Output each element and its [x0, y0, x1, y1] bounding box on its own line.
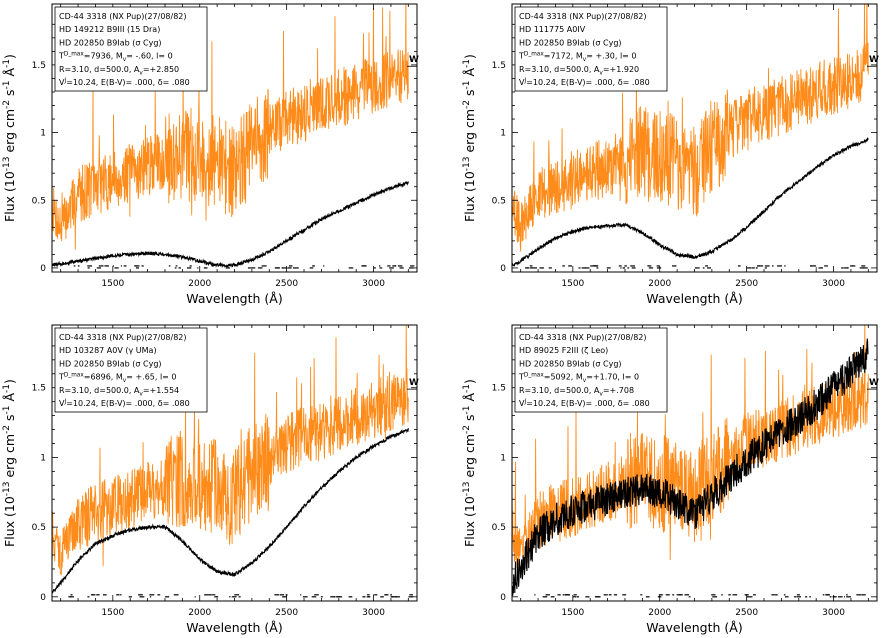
panel-2: 1500 2000 2500 3000 0 0.5 1 1.5 W CD-44 3318 (NX … [462, 3, 879, 306]
x-tick-label: 3000 [822, 279, 845, 289]
legend-line-3: HD 202850 B9Iab (σ Cyg) [519, 38, 622, 47]
y-axis-title: Flux (10-13​ erg cm-2​ s-1​ Å-1​) [2, 379, 17, 547]
y-tick-label: 0.5 [492, 196, 506, 206]
legend-box [54, 327, 208, 413]
series-black-spectrum [512, 136, 869, 268]
x-tick-label: 3000 [822, 608, 845, 618]
x-tick-label: 1500 [561, 279, 584, 289]
series-black-spectrum [512, 338, 869, 596]
panel-1: 1500 2000 2500 3000 0 0.5 1 1.5 W CD-44 3318 (NX … [2, 3, 419, 306]
x-axis-title: Wavelength (Å) [646, 291, 742, 306]
w-label: W [869, 378, 879, 388]
w-label: W [869, 55, 879, 65]
y-tick-label: 1.5 [492, 61, 506, 71]
legend-line-6: VJ​=10.24, E(B-V)= .000, δ= .080 [519, 78, 650, 87]
panel-3: 1500 2000 2500 3000 0 0.5 1 1.5 W CD-44 3318 (NX … [2, 324, 419, 635]
legend-line-5: R=3.10, d=500.0, Av​=+.708 [519, 386, 634, 398]
x-tick-label: 2000 [188, 279, 211, 289]
series-orange-spectrum [512, 4, 869, 252]
x-tick-label: 1500 [561, 608, 584, 618]
legend-line-1: CD-44 3318 (NX Pup)(27/08/82) [519, 333, 647, 342]
y-tick-label: 0 [500, 593, 506, 603]
x-tick-label: 2500 [275, 608, 298, 618]
y-tick-label: 0 [500, 264, 506, 274]
y-tick-label: 1 [500, 129, 506, 139]
legend-line-6: VJ​=10.24, E(B-V)= .000, δ= .080 [519, 399, 650, 408]
legend-line-1: CD-44 3318 (NX Pup)(27/08/82) [59, 12, 187, 21]
legend-line-2: HD 111775 A0IV [519, 25, 586, 34]
y-tick-label: 1.5 [32, 384, 46, 394]
legend-line-3: HD 202850 B9Iab (σ Cyg) [59, 38, 162, 47]
legend-line-6: VJ​=10.24, E(B-V)= .000, δ= .080 [59, 399, 190, 408]
legend-line-4: TD_max​=5092, Mv​=+1.70, l= 0 [518, 373, 639, 385]
y-axis-title: Flux (10-13​ erg cm-2​ s-1​ Å-1​) [462, 54, 477, 222]
y-tick-label: 0.5 [32, 196, 46, 206]
x-tick-label: 2000 [648, 608, 671, 618]
legend-line-6: VJ​=10.24, E(B-V)= .000, δ= .080 [59, 78, 190, 87]
y-tick-label: 0 [40, 264, 46, 274]
x-tick-label: 1500 [101, 608, 124, 618]
y-tick-label: 0 [40, 593, 46, 603]
legend-line-2: HD 89025 F2III (ζ Leo) [519, 346, 608, 355]
y-tick-label: 0.5 [32, 523, 46, 533]
y-axis-title: Flux (10-13​ erg cm-2​ s-1​ Å-1​) [462, 379, 477, 547]
series-orange-spectrum [52, 4, 409, 250]
y-tick-label: 1.5 [492, 384, 506, 394]
series-black-spectrum [52, 428, 409, 595]
legend-line-5: R=3.10, d=500.0, Av​=+1.920 [519, 65, 639, 77]
x-tick-label: 2000 [188, 608, 211, 618]
legend-box [54, 6, 208, 92]
x-tick-label: 3000 [362, 279, 385, 289]
legend-line-4: TD_max​=6896, Mv​= +.65, l= 0 [58, 373, 177, 385]
x-tick-label: 1500 [101, 279, 124, 289]
legend-box [514, 327, 668, 413]
x-tick-label: 2000 [648, 279, 671, 289]
w-label: W [409, 55, 419, 65]
legend-line-5: R=3.10, d=500.0, Av​=+1.554 [59, 386, 179, 398]
x-tick-label: 2500 [735, 608, 758, 618]
legend-line-1: CD-44 3318 (NX Pup)(27/08/82) [519, 12, 647, 21]
legend-line-3: HD 202850 B9Iab (σ Cyg) [59, 359, 162, 368]
legend-line-4: TD_max​=7936, Mv​= -.60, l= 0 [58, 52, 173, 64]
y-tick-label: 1 [40, 453, 46, 463]
w-label: W [409, 378, 419, 388]
y-tick-label: 1 [500, 453, 506, 463]
x-axis-title: Wavelength (Å) [646, 620, 742, 635]
legend-line-2: HD 103287 A0V (γ UMa) [59, 346, 157, 355]
legend-line-4: TD_max​=7172, Mv​= +.30, l= 0 [518, 52, 637, 64]
legend-line-5: R=3.10, d=500.0, Av​=+2.850 [59, 65, 179, 77]
y-axis-title: Flux (10-13​ erg cm-2​ s-1​ Å-1​) [2, 54, 17, 222]
series-orange-spectrum [52, 325, 409, 576]
y-tick-label: 1 [40, 129, 46, 139]
x-axis-title: Wavelength (Å) [186, 291, 282, 306]
x-tick-label: 2500 [735, 279, 758, 289]
series-black-spectrum [52, 180, 409, 269]
legend-line-1: CD-44 3318 (NX Pup)(27/08/82) [59, 333, 187, 342]
y-tick-label: 0.5 [492, 523, 506, 533]
panel-4: 1500 2000 2500 3000 0 0.5 1 1.5 W CD-44 3318 (NX … [462, 324, 879, 635]
x-axis-title: Wavelength (Å) [186, 620, 282, 635]
legend-box [514, 6, 668, 92]
legend-line-3: HD 202850 B9Iab (σ Cyg) [519, 359, 622, 368]
x-tick-label: 2500 [275, 279, 298, 289]
y-tick-label: 1.5 [32, 61, 46, 71]
legend-line-2: HD 149212 B9III (15 Dra) [59, 25, 160, 34]
x-tick-label: 3000 [362, 608, 385, 618]
